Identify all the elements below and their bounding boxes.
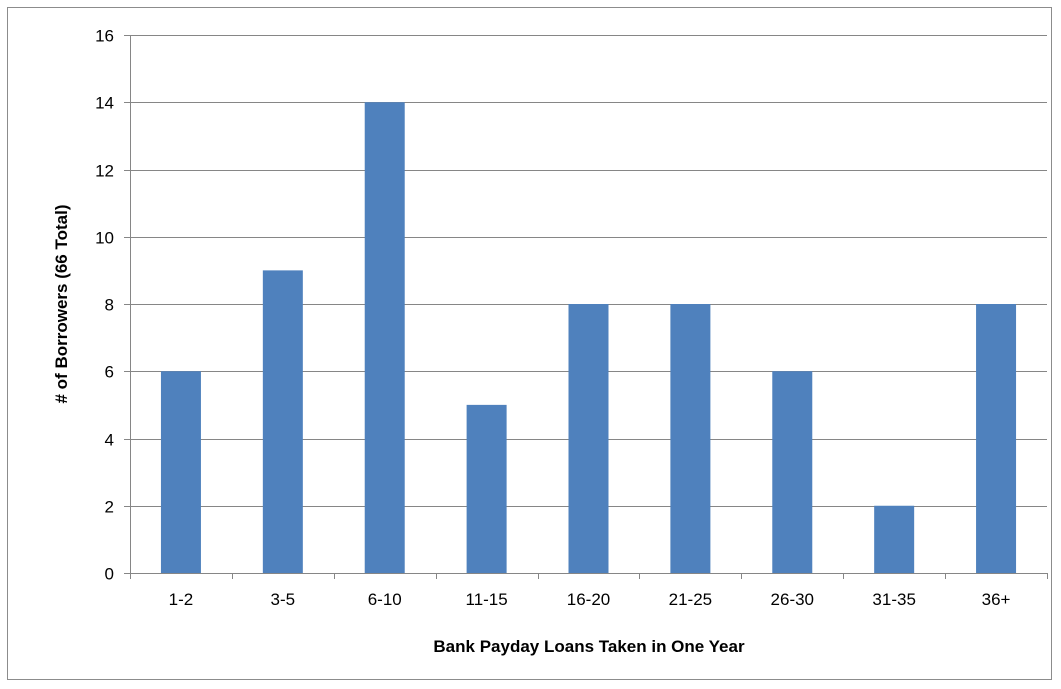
- bar-16-20: [568, 304, 609, 573]
- bar-21-25: [670, 304, 711, 573]
- x-tick-label: 21-25: [669, 590, 712, 609]
- bar-1-2: [160, 371, 201, 573]
- y-tick-label: 12: [95, 162, 114, 181]
- bar-11-15: [466, 404, 507, 573]
- y-tick-label: 10: [95, 229, 114, 248]
- y-tick-label: 6: [105, 363, 114, 382]
- x-tick-label: 3-5: [271, 590, 296, 609]
- x-axis-title: Bank Payday Loans Taken in One Year: [433, 637, 745, 656]
- x-tick-label: 1-2: [169, 590, 194, 609]
- y-tick-label: 4: [105, 431, 114, 450]
- y-tick-label: 0: [105, 565, 114, 584]
- y-tick-label: 14: [95, 94, 114, 113]
- y-tick-labels: 0 2 4 6 8 10 12 14 16: [95, 27, 114, 584]
- y-tick-label: 8: [105, 296, 114, 315]
- bar-36+: [976, 304, 1017, 573]
- bar-6-10: [364, 102, 405, 573]
- y-axis-title: # of Borrowers (66 Total): [52, 205, 71, 404]
- x-tick-label: 16-20: [567, 590, 610, 609]
- x-tick-label: 11-15: [466, 590, 508, 609]
- x-tick-label: 36+: [982, 590, 1011, 609]
- x-tick-label: 26-30: [771, 590, 814, 609]
- bar-31-35: [874, 505, 915, 573]
- y-tick-label: 2: [105, 498, 114, 517]
- y-tick-label: 16: [95, 27, 114, 46]
- x-tick-labels: 1-2 3-5 6-10 11-15 16-20 21-25 26-30 31-35 36+: [169, 590, 1011, 609]
- x-tick-label: 31-35: [872, 590, 915, 609]
- bar-26-30: [772, 371, 813, 573]
- x-tick-label: 6-10: [368, 590, 402, 609]
- bars: [160, 102, 1017, 573]
- bar-3-5: [262, 270, 303, 573]
- axes: [124, 35, 1048, 579]
